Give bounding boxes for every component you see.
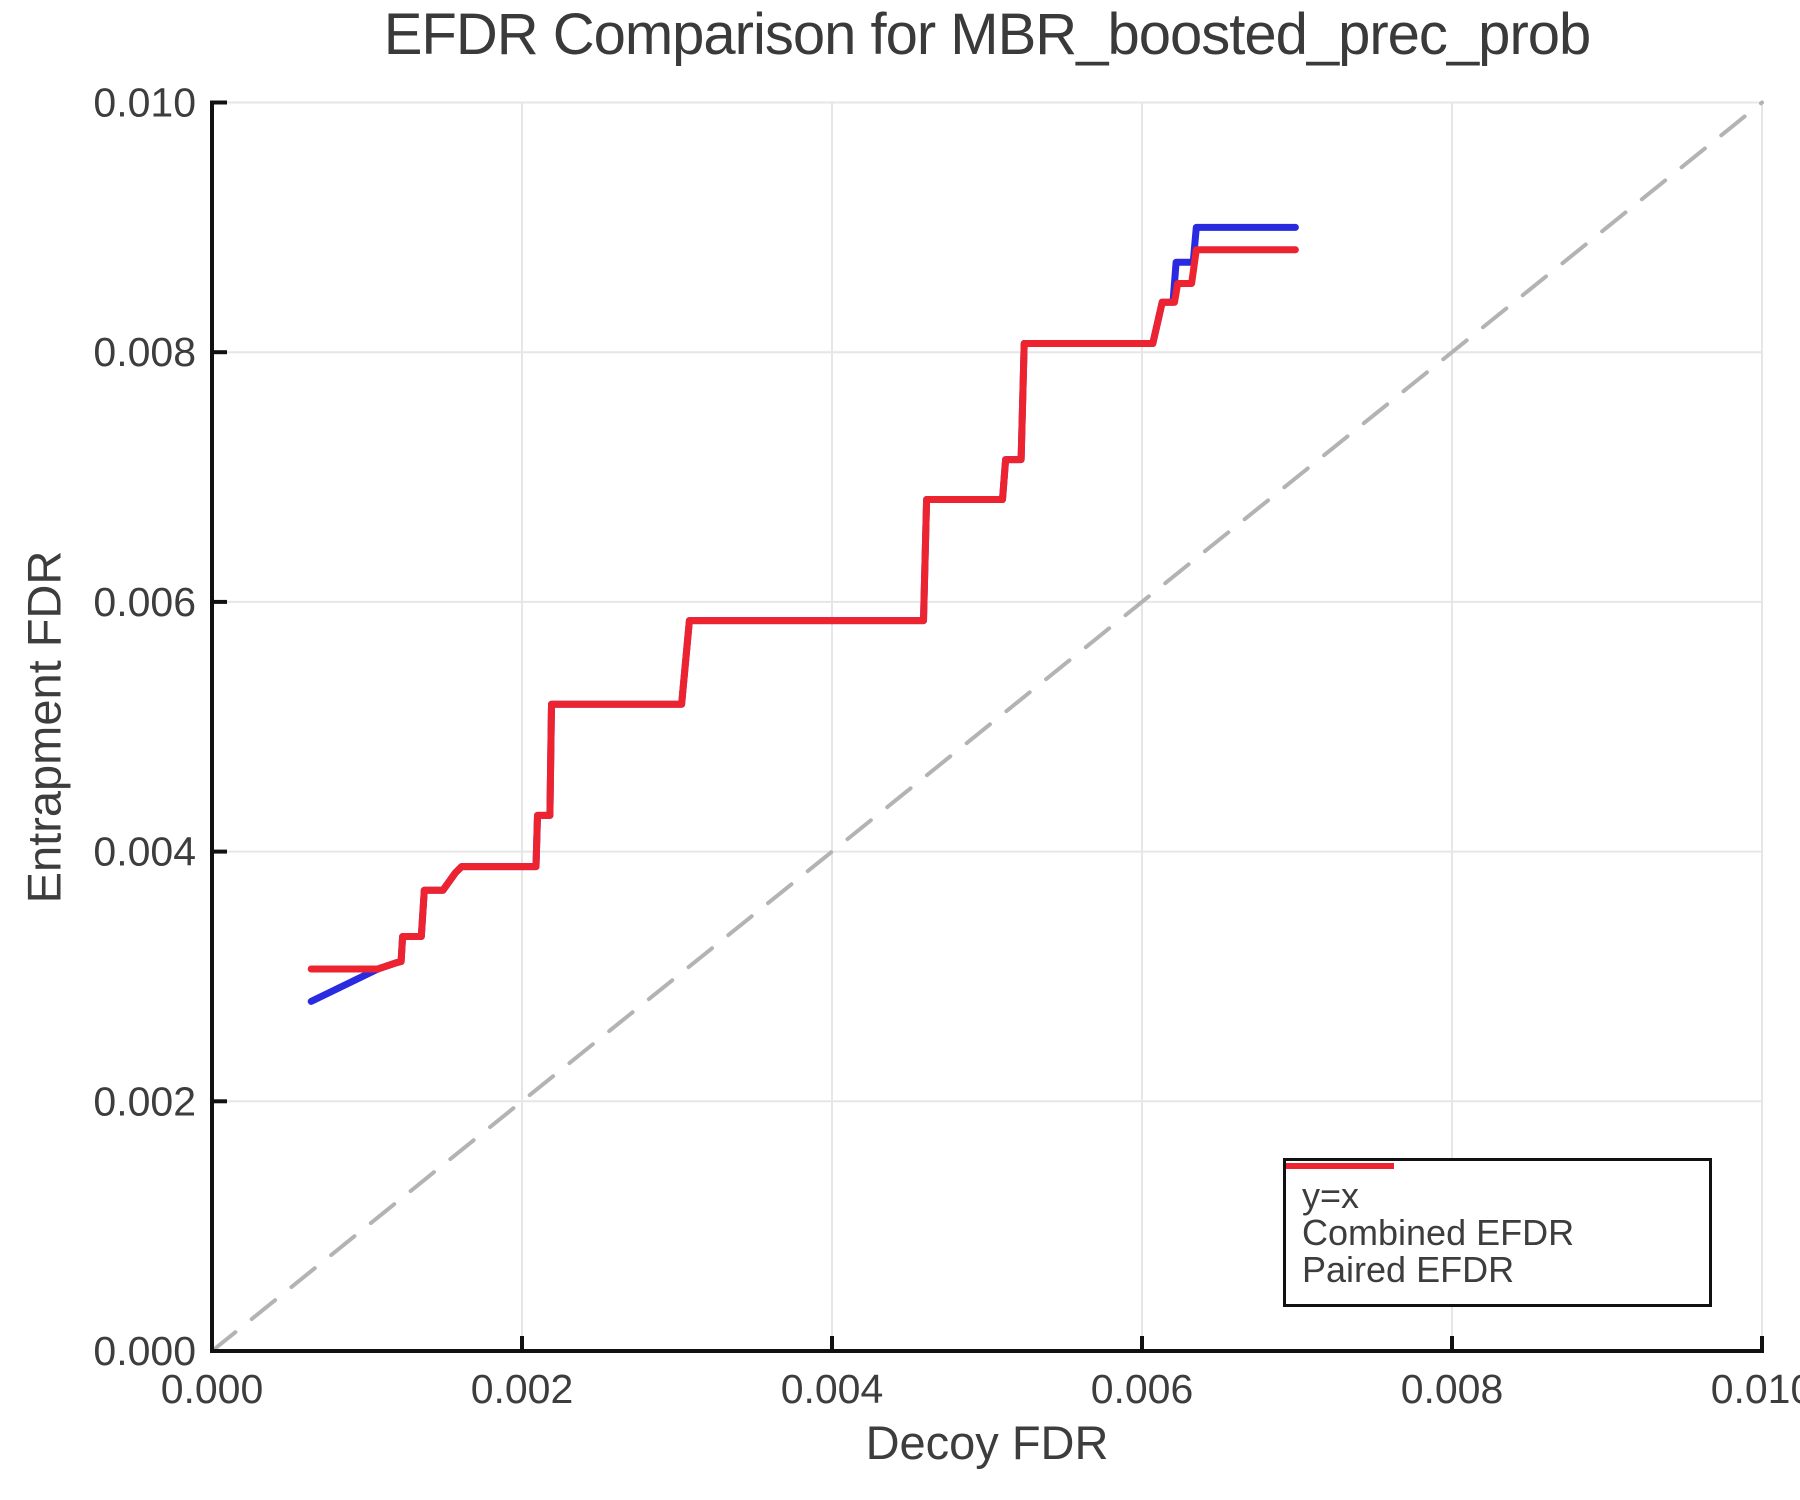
x-tick-label: 0.002 — [471, 1366, 574, 1412]
y-tick-label: 0.004 — [93, 829, 196, 875]
series-line-y-x — [210, 100, 1764, 1353]
y-axis-label: Entrapment FDR — [17, 550, 71, 904]
legend-label-paired-efdr: Paired EFDR — [1302, 1249, 1515, 1290]
y-tick-label: 0.010 — [93, 80, 196, 126]
y-tick-label: 0.002 — [93, 1078, 196, 1124]
legend-item-paired-efdr: Paired EFDR — [1286, 1163, 1709, 1290]
y-tick-label: 0.008 — [93, 329, 196, 375]
chart-title: EFDR Comparison for MBR_boosted_prec_pro… — [383, 2, 1592, 67]
x-axis-label: Decoy FDR — [865, 1416, 1109, 1469]
legend: y=x Combined EFDR Paired EFDR — [1283, 1158, 1712, 1307]
legend-swatch-paired-efdr — [1286, 1163, 1394, 1169]
x-tick-label: 0.006 — [1091, 1366, 1194, 1412]
x-tick-label: 0.008 — [1401, 1366, 1504, 1412]
y-tick-label: 0.000 — [93, 1328, 196, 1374]
y-tick-label: 0.006 — [93, 579, 196, 625]
legend-item-y-x: y=x — [1286, 1164, 1709, 1216]
x-tick-label: 0.000 — [161, 1366, 264, 1412]
legend-item-combined-efdr: Combined EFDR — [1286, 1163, 1709, 1253]
x-tick-label: 0.010 — [1711, 1366, 1800, 1412]
legend-label-combined-efdr: Combined EFDR — [1302, 1212, 1575, 1253]
legend-label-y-x: y=x — [1302, 1175, 1360, 1216]
series-line-paired-efdr — [307, 246, 1299, 973]
x-tick-label: 0.004 — [781, 1366, 884, 1412]
